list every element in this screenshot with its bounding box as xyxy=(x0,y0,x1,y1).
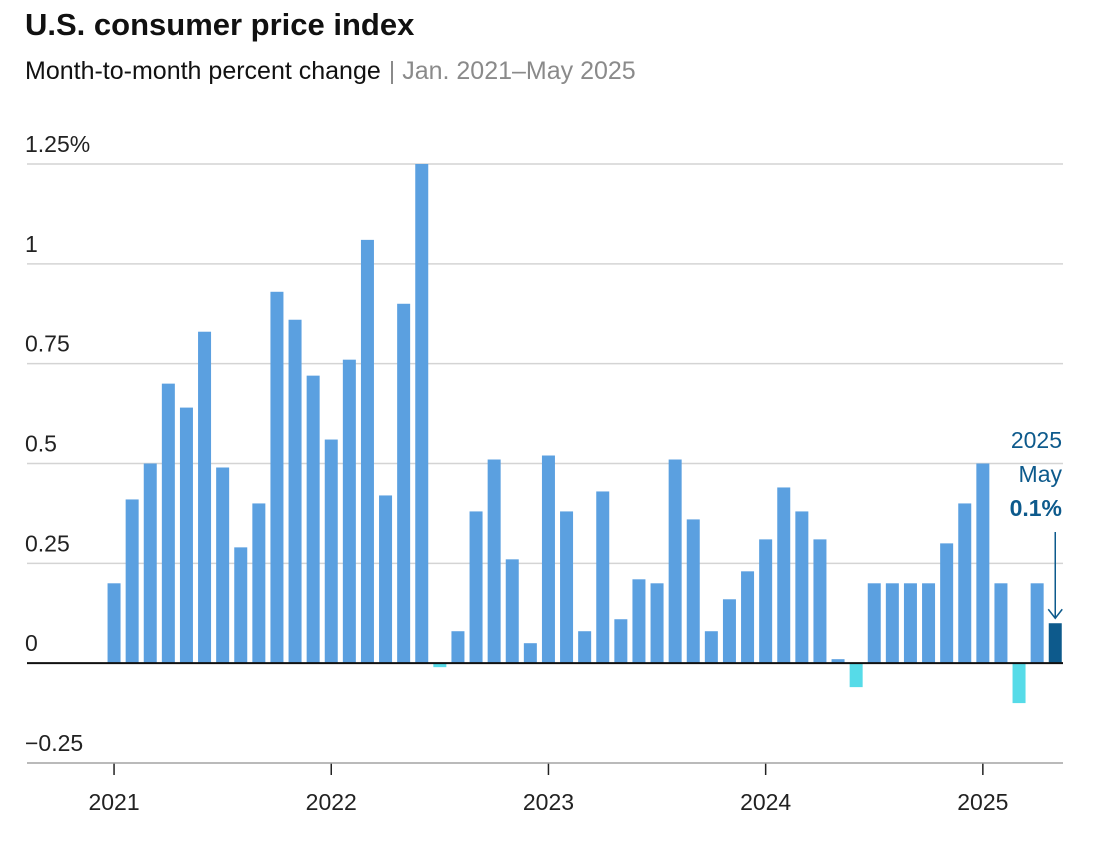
bar xyxy=(143,463,157,664)
x-tick-label: 2022 xyxy=(306,789,357,815)
bar xyxy=(722,599,736,664)
bar xyxy=(958,503,972,664)
x-tick-label: 2024 xyxy=(740,789,791,815)
bar xyxy=(161,383,175,664)
bar xyxy=(360,239,374,664)
bar xyxy=(306,375,320,664)
bar xyxy=(759,539,773,664)
bar xyxy=(741,571,755,664)
y-tick-label: 1.25% xyxy=(25,131,90,157)
bar xyxy=(668,459,682,664)
bar xyxy=(885,583,899,664)
bar xyxy=(342,359,356,664)
bar xyxy=(1012,663,1026,704)
bar xyxy=(288,319,302,664)
y-tick-label: 0.75 xyxy=(25,331,70,357)
y-tick-label: 0 xyxy=(25,630,38,656)
bar xyxy=(614,619,628,664)
bar xyxy=(831,659,845,664)
bar xyxy=(813,539,827,664)
bar xyxy=(451,631,465,664)
bar xyxy=(107,583,121,664)
bar xyxy=(125,499,139,664)
y-tick-label: −0.25 xyxy=(25,730,83,756)
bar xyxy=(578,631,592,664)
x-tick-label: 2025 xyxy=(957,789,1008,815)
chart-subtitle: Month-to-month percent change | Jan. 2021… xyxy=(25,57,636,85)
bar xyxy=(252,503,266,664)
chart-title: U.S. consumer price index xyxy=(25,7,415,42)
subtitle-range: | Jan. 2021–May 2025 xyxy=(389,57,636,85)
bar xyxy=(596,491,610,664)
bar xyxy=(216,467,230,664)
bar xyxy=(179,407,193,664)
bar xyxy=(433,663,447,668)
bar xyxy=(469,511,483,664)
subtitle-text: Month-to-month percent change xyxy=(25,57,381,85)
bar xyxy=(560,511,574,664)
bar xyxy=(976,463,990,664)
annotation-value: 0.1% xyxy=(1010,495,1062,521)
annotation-line: 2025 xyxy=(1011,427,1062,453)
bar xyxy=(324,439,338,664)
bar xyxy=(234,547,248,664)
bar xyxy=(632,579,646,664)
bar xyxy=(541,455,555,664)
bar xyxy=(867,583,881,664)
bar xyxy=(270,291,284,664)
y-tick-label: 0.5 xyxy=(25,431,57,457)
y-tick-label: 1 xyxy=(25,231,38,257)
bar xyxy=(686,519,700,664)
bar xyxy=(1030,583,1044,664)
bar xyxy=(415,164,429,664)
bar xyxy=(650,583,664,664)
bar xyxy=(849,663,863,688)
bar xyxy=(397,303,411,664)
bar xyxy=(795,511,809,664)
bar xyxy=(777,487,791,664)
bar xyxy=(940,543,954,664)
bar xyxy=(994,583,1008,664)
bar xyxy=(198,331,212,664)
x-tick-label: 2023 xyxy=(523,789,574,815)
bar xyxy=(487,459,501,664)
bar xyxy=(523,643,537,664)
x-tick-label: 2021 xyxy=(88,789,139,815)
y-tick-label: 0.25 xyxy=(25,530,70,556)
bar xyxy=(1048,623,1062,664)
annotation-line: May xyxy=(1019,461,1063,487)
bar xyxy=(505,559,519,664)
bar xyxy=(379,495,393,664)
bar xyxy=(922,583,936,664)
bar xyxy=(903,583,917,664)
annotation-arrowhead xyxy=(1047,608,1063,620)
bar xyxy=(704,631,718,664)
